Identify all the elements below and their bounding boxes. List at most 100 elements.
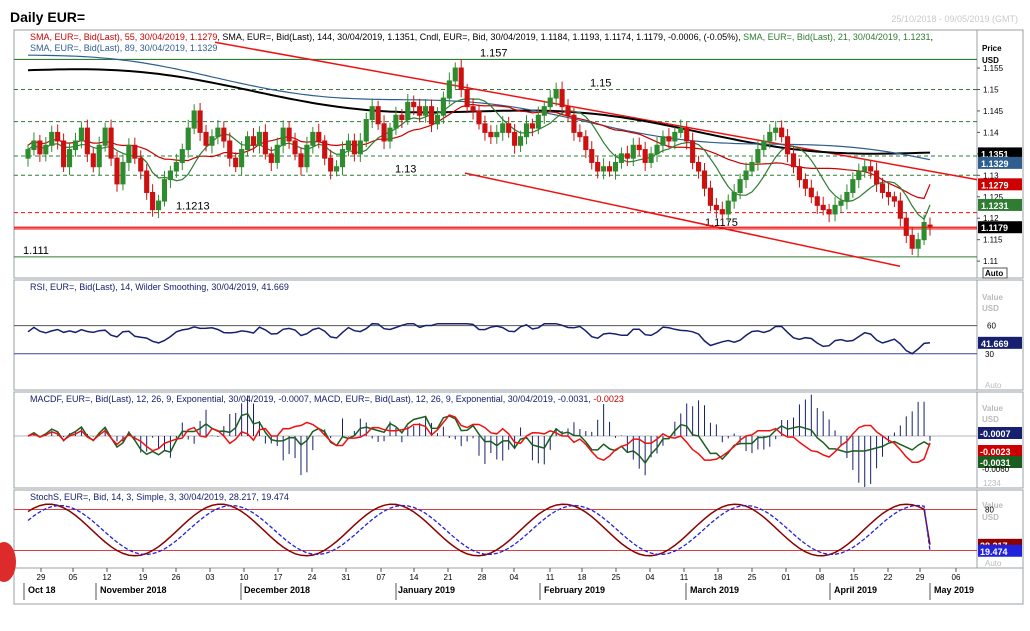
legend-sma21: SMA, EUR=, Bid(Last), 21, 30/04/2019, 1.… [743, 32, 931, 42]
rsi-badge [978, 336, 1022, 349]
candle [262, 124, 268, 160]
candle-body [856, 170, 862, 181]
macd-axis-header: Value [982, 404, 1003, 413]
candle [233, 152, 239, 173]
candle-body [381, 123, 387, 142]
candle-body [885, 191, 892, 198]
candle [31, 132, 37, 156]
candle-body [690, 140, 696, 163]
legend-candle: Cndl, EUR=, Bid, 30/04/2019, 1.1184, 1.1… [419, 32, 739, 42]
x-day-label: 05 [69, 573, 78, 582]
candle [274, 137, 280, 169]
macd-badge-text: -0.0007 [980, 429, 1011, 439]
rsi-auto: Auto [985, 381, 1002, 390]
candle [494, 124, 500, 144]
candle [826, 203, 832, 223]
candle-body [470, 106, 476, 112]
candle [417, 98, 423, 123]
candle-body [298, 153, 304, 168]
candle [108, 119, 114, 167]
candle [850, 172, 856, 198]
candle [571, 107, 577, 141]
x-day-label: 31 [342, 573, 351, 582]
candle [96, 136, 102, 176]
candle-body [707, 187, 714, 206]
candle [120, 154, 126, 191]
candle [369, 98, 375, 129]
candle [695, 155, 702, 179]
candle [298, 147, 304, 176]
candle [161, 171, 168, 207]
candle [779, 120, 785, 143]
x-day-label: 01 [782, 573, 791, 582]
price-tick-label: 1.125 [983, 193, 1004, 202]
candle-body [155, 200, 162, 211]
candle [488, 125, 494, 145]
candle [43, 136, 49, 162]
candle-body [826, 209, 832, 215]
candle-body [363, 119, 369, 142]
x-day-label: 14 [410, 573, 419, 582]
candle [381, 115, 387, 150]
macd-extra: 1234 [983, 479, 1001, 488]
candle [529, 118, 535, 137]
candle [589, 141, 595, 170]
candle-body [541, 106, 547, 116]
candle-body [755, 149, 761, 163]
candle [25, 144, 31, 167]
candle [49, 125, 55, 153]
x-day-label: 29 [37, 573, 46, 582]
level-label: 1.111 [23, 245, 49, 257]
candle-body [440, 97, 446, 116]
macd-signal-line [27, 414, 931, 463]
sma21-line [27, 97, 931, 221]
candle [191, 104, 197, 135]
candle-body [814, 196, 820, 206]
candle-body [179, 149, 185, 163]
stoch-badge-d [978, 544, 1022, 557]
candle-body [72, 140, 79, 151]
candle-body [423, 106, 429, 116]
x-day-label: 29 [916, 573, 925, 582]
x-day-label: 21 [444, 573, 453, 582]
level-label: 1.15 [590, 77, 611, 89]
candle-body [244, 136, 251, 151]
legend-macd-signal: -0.0023 [593, 394, 624, 404]
candle [250, 128, 257, 153]
x-month-label: April 2019 [834, 585, 877, 595]
x-day-label: 18 [714, 573, 723, 582]
candle [808, 179, 814, 204]
candle-body [292, 140, 298, 155]
candle-body [820, 204, 826, 211]
candle-body [523, 123, 530, 138]
candle [428, 99, 435, 133]
candle [411, 95, 417, 116]
candle-body [351, 140, 357, 155]
candle-body [862, 166, 868, 172]
rsi-badge-text: 41.669 [981, 339, 1009, 349]
candle-body [150, 191, 156, 211]
candle-body [221, 127, 227, 142]
candle-body [612, 161, 619, 172]
candle-body [767, 131, 773, 142]
candle [144, 164, 150, 200]
candle [796, 158, 803, 188]
candle-body [701, 170, 708, 189]
candle-body [636, 144, 642, 151]
candle-body [233, 157, 239, 168]
candle [862, 158, 868, 178]
x-day-label: 11 [680, 573, 689, 582]
candle [458, 59, 464, 98]
candle [500, 115, 506, 141]
stoch-tick: 80 [985, 506, 994, 515]
candle-body [695, 161, 702, 172]
candle [114, 151, 120, 192]
candle-body [672, 131, 678, 142]
price-badge-text: 1.1231 [981, 201, 1009, 211]
candle-body [571, 114, 577, 133]
candle [244, 131, 251, 157]
candle-body [25, 149, 31, 159]
candle [660, 130, 666, 153]
candle-body [132, 144, 138, 159]
candle-body [173, 161, 179, 172]
